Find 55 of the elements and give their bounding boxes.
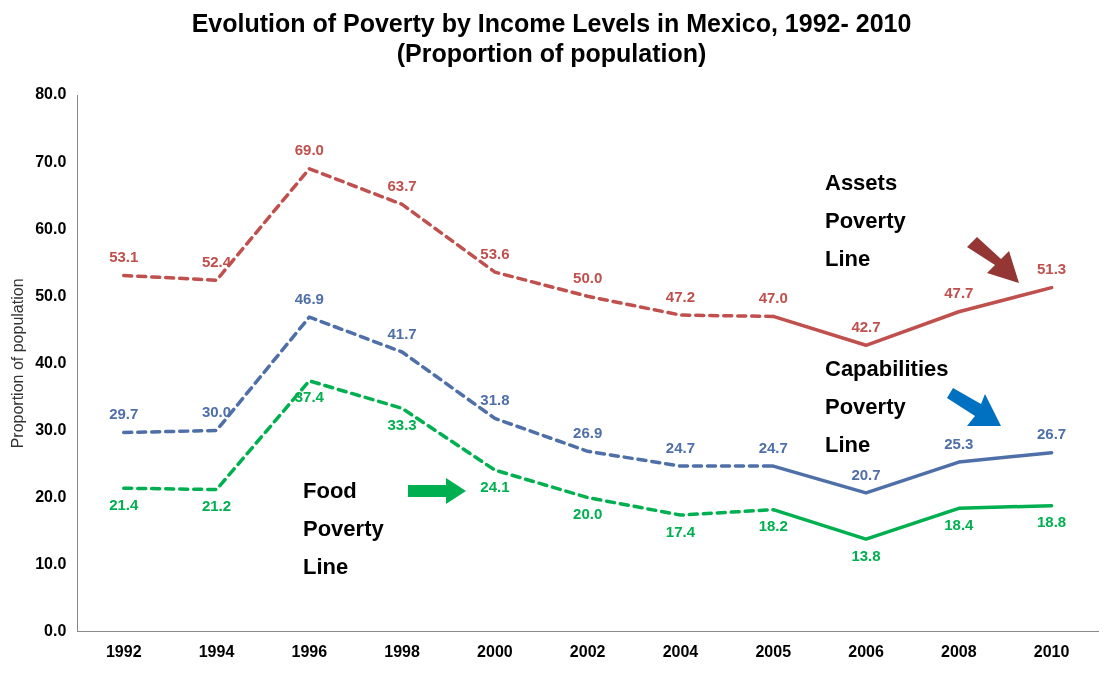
data-label: 18.2 [758, 517, 788, 535]
y-tick-label: 30.0 [35, 420, 67, 438]
data-label: 63.7 [387, 177, 417, 195]
data-label: 42.7 [851, 317, 881, 335]
data-label: 24.7 [758, 438, 788, 456]
data-label: 26.9 [573, 423, 603, 441]
y-tick-label: 0.0 [44, 622, 67, 640]
x-tick-label: 2004 [662, 642, 699, 660]
data-label: 51.3 [1037, 260, 1067, 278]
data-label: 13.8 [851, 546, 881, 564]
x-tick-label: 2006 [848, 642, 884, 660]
y-tick-label: 70.0 [35, 152, 67, 170]
y-tick-label: 20.0 [35, 488, 67, 506]
data-label: 24.1 [480, 477, 510, 495]
chart-title: Evolution of Poverty by Income Levels in Mexico, 1992- 2010 (Proportion of population) [191, 8, 912, 67]
y-tick-label: 60.0 [35, 219, 67, 237]
y-tick-label: 40.0 [35, 353, 67, 371]
data-label: 24.7 [665, 438, 696, 456]
y-tick-label: 80.0 [35, 85, 67, 103]
data-label: 20.0 [573, 505, 603, 523]
x-tick-label: 2002 [569, 642, 606, 660]
data-label: 31.8 [480, 391, 510, 409]
y-tick-label: 50.0 [35, 286, 67, 304]
data-label: 50.0 [573, 268, 603, 286]
x-tick-label: 1992 [105, 642, 142, 660]
data-label: 18.8 [1037, 513, 1067, 531]
annotation: Assets Poverty Line [825, 170, 907, 272]
data-label: 69.0 [294, 141, 324, 159]
annotation: Food Poverty Line [303, 478, 385, 580]
data-label: 41.7 [387, 324, 417, 342]
data-label: 53.1 [109, 248, 139, 266]
data-label: 20.7 [851, 465, 881, 483]
x-tick-label: 1994 [198, 642, 235, 660]
data-label: 17.4 [665, 522, 696, 540]
x-tick-label: 2000 [477, 642, 513, 660]
data-label: 47.2 [665, 287, 696, 305]
x-tick-label: 2008 [941, 642, 977, 660]
data-label: 46.9 [294, 289, 324, 307]
x-tick-label: 2010 [1033, 642, 1070, 660]
y-tick-label: 10.0 [35, 555, 67, 573]
x-tick-label: 1998 [384, 642, 420, 660]
x-tick-label: 1996 [291, 642, 328, 660]
data-label: 53.6 [480, 244, 510, 262]
data-label: 37.4 [294, 388, 325, 406]
data-label: 47.7 [944, 284, 974, 302]
data-label: 33.3 [387, 416, 417, 433]
data-label: 29.7 [109, 405, 139, 423]
data-label: 26.7 [1037, 425, 1067, 443]
data-label: 21.2 [201, 497, 232, 515]
data-label: 47.0 [758, 289, 788, 307]
data-label: 25.3 [944, 434, 974, 452]
data-label: 21.4 [109, 495, 139, 513]
y-axis-title: Proportion of population [9, 278, 27, 449]
x-tick-label: 2005 [755, 642, 792, 660]
data-label: 18.4 [944, 515, 975, 533]
